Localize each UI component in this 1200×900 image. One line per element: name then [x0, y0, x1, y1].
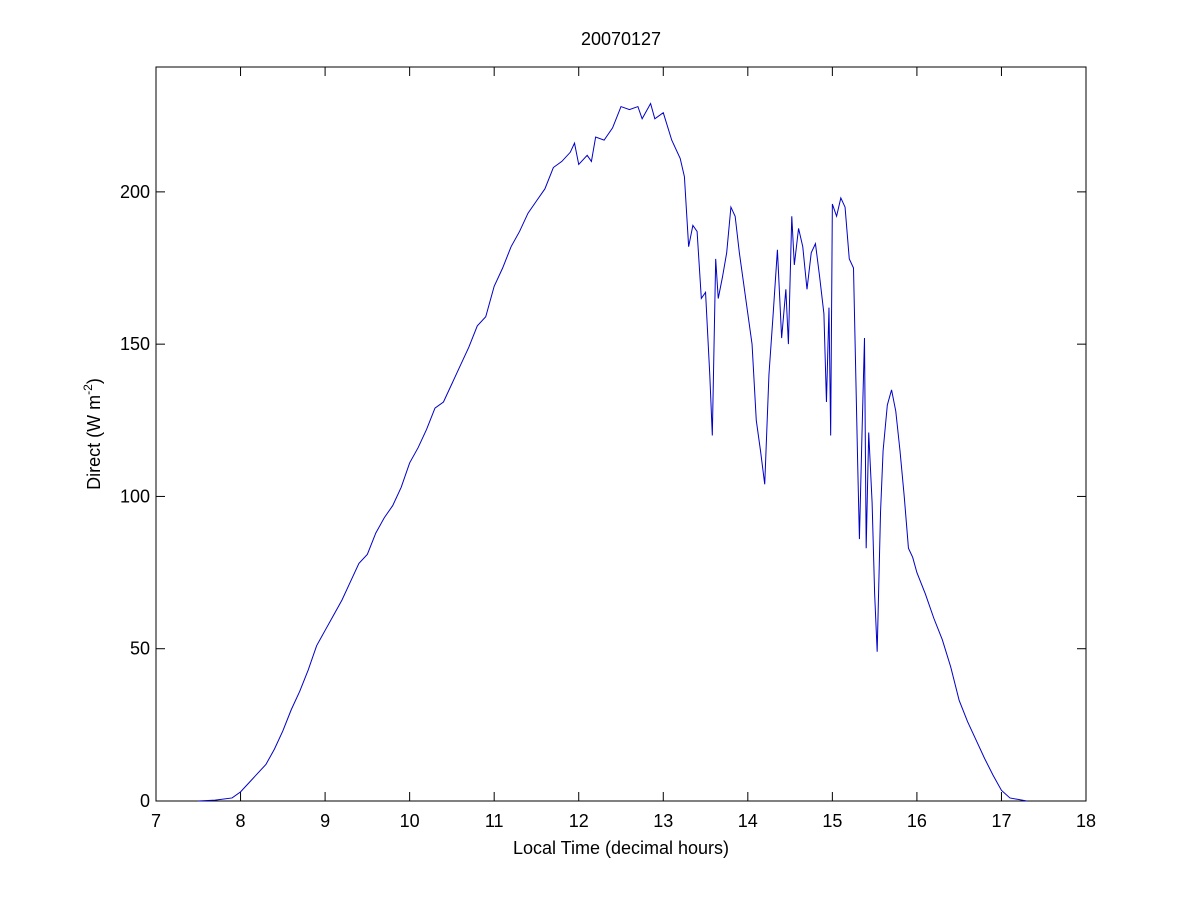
y-tick-label: 50 — [130, 639, 150, 659]
x-tick-label: 16 — [907, 811, 927, 831]
x-tick-label: 11 — [485, 811, 504, 831]
data-line — [198, 102, 1027, 802]
x-tick-label: 13 — [653, 811, 673, 831]
plot-area — [155, 66, 1087, 802]
x-tick-label: 17 — [991, 811, 1011, 831]
y-tick-label: 150 — [120, 334, 150, 354]
y-label-text: Direct (W m — [84, 395, 104, 490]
y-label-end: ) — [84, 378, 104, 384]
chart-title: 20070127 — [581, 29, 661, 49]
x-tick-label: 10 — [400, 811, 420, 831]
y-tick-label: 100 — [120, 486, 150, 506]
x-tick-label: 8 — [236, 811, 246, 831]
y-tick-label: 200 — [120, 182, 150, 202]
x-tick-label: 9 — [320, 811, 330, 831]
x-tick-label: 18 — [1076, 811, 1096, 831]
x-tick-label: 15 — [822, 811, 842, 831]
y-axis-label: Direct (W m-2) — [81, 378, 104, 490]
y-tick-label: 0 — [140, 791, 150, 811]
x-tick-label: 12 — [569, 811, 589, 831]
x-tick-label: 7 — [151, 811, 161, 831]
x-tick-label: 14 — [738, 811, 758, 831]
y-label-superscript: -2 — [81, 384, 95, 395]
x-axis-label: Local Time (decimal hours) — [513, 838, 729, 858]
